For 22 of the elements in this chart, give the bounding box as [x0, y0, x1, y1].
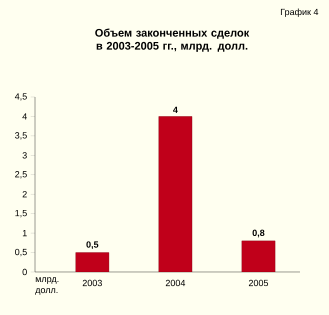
y-tick-label: 1,5: [15, 210, 27, 218]
data-label: 0,5: [86, 241, 98, 250]
y-tick-label: 2: [22, 191, 27, 198]
x-tick-label: 2004: [166, 280, 186, 286]
y-tick-label: 0: [22, 268, 27, 276]
bar: [76, 252, 110, 272]
bar: [158, 116, 192, 272]
y-tick-label: 0,5: [15, 248, 27, 256]
y-tick-label: 1: [22, 230, 27, 236]
bar: [242, 240, 276, 272]
y-tick-label: 2,5: [15, 171, 27, 178]
chart-title: Объем законченных сделок в 2003-2005 гг., млрд. долл.: [95, 28, 250, 52]
y-tick-label: 3: [22, 152, 27, 159]
text: млрд. долл.: [35, 277, 58, 295]
y-tick-label: 4: [22, 113, 27, 120]
text: График 4: [280, 8, 318, 17]
y-tick-label: 4,5: [14, 93, 27, 101]
x-tick-label: 2005: [248, 280, 268, 286]
data-label: 0,8: [252, 230, 264, 238]
y-tick-label: 3,5: [15, 132, 27, 140]
x-tick-label: 2003: [82, 280, 102, 286]
data-label: 4: [173, 106, 178, 113]
